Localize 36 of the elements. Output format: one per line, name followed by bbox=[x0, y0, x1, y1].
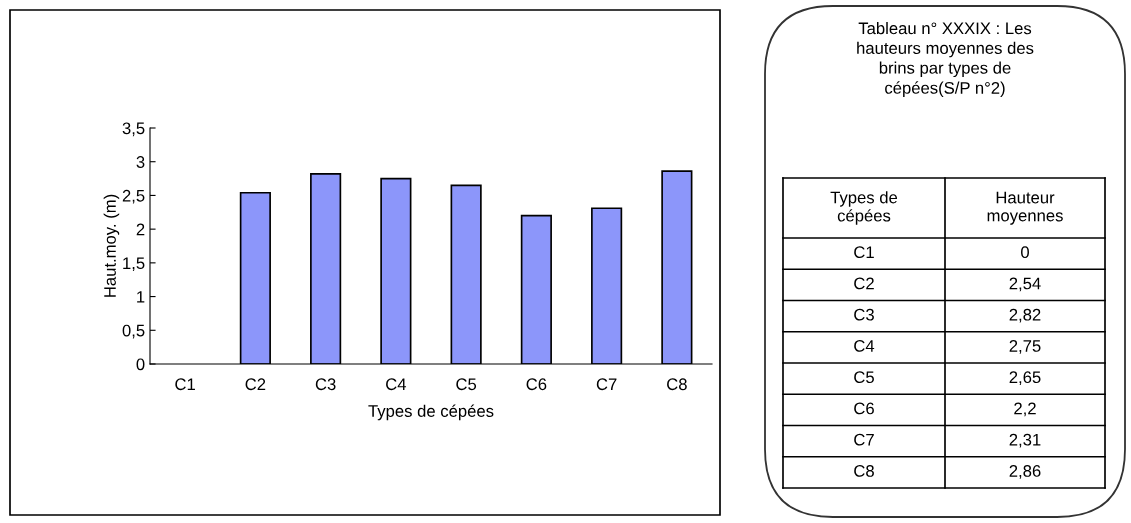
text: 2,31 bbox=[1009, 433, 1041, 448]
x-axis-title: Types de cépées bbox=[368, 404, 494, 421]
category-label: C3 bbox=[854, 308, 874, 321]
text: 2,65 bbox=[1009, 371, 1041, 386]
category-label: C7 bbox=[854, 433, 874, 446]
text: Types de cépées bbox=[830, 191, 898, 225]
y-tick-label: 1 bbox=[137, 291, 145, 303]
text: 2,2 bbox=[1014, 402, 1036, 417]
y-tick-label: 2 bbox=[136, 223, 145, 236]
category-label: C2 bbox=[854, 277, 874, 290]
y-tick-label: 2,5 bbox=[122, 189, 145, 204]
x-tick-label: C7 bbox=[596, 378, 617, 391]
category-label: C8 bbox=[854, 465, 874, 477]
text: 2,86 bbox=[1009, 465, 1041, 479]
x-tick-label: C5 bbox=[456, 378, 477, 391]
x-tick-label: C4 bbox=[386, 378, 407, 391]
text: Hauteur moyennes bbox=[987, 191, 1063, 225]
y-tick-label: 3 bbox=[136, 156, 145, 168]
category-label: C6 bbox=[854, 402, 874, 415]
x-tick-label: C8 bbox=[667, 378, 687, 391]
y-tick-label: 0,5 bbox=[122, 324, 145, 339]
y-tick-label: 0 bbox=[136, 358, 145, 371]
x-tick-label: C1 bbox=[175, 378, 195, 391]
category-label: C1 bbox=[854, 246, 874, 259]
x-tick-label: C2 bbox=[245, 378, 266, 391]
y-tick-label: 1,5 bbox=[123, 257, 145, 272]
y-axis-title: Haut.moy. (m) bbox=[103, 194, 120, 297]
x-tick-label: C3 bbox=[315, 378, 336, 391]
category-label: C4 bbox=[854, 340, 875, 352]
text: 2,75 bbox=[1009, 340, 1041, 354]
text: Tableau n° XXXIX : Les hauteurs moyennes des brins par types de cépées(S/P n°2) bbox=[857, 22, 1034, 98]
text: 2,82 bbox=[1009, 308, 1041, 323]
text: 2,54 bbox=[1009, 277, 1041, 292]
x-tick-label: C6 bbox=[526, 378, 547, 391]
y-tick-label: 3,5 bbox=[122, 122, 145, 137]
text: 0 bbox=[1021, 246, 1029, 259]
